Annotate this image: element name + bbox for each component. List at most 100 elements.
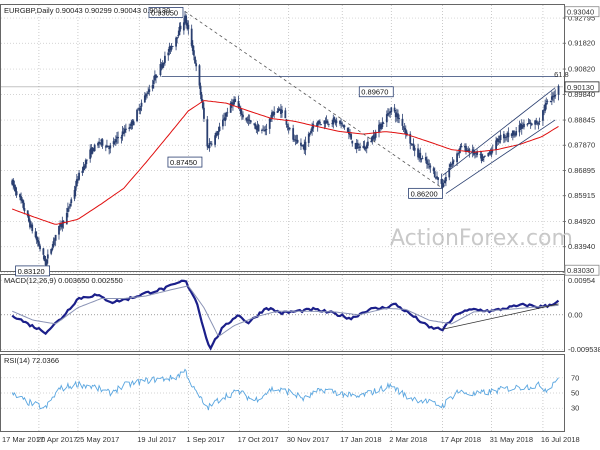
- candle-body: [362, 145, 365, 149]
- candle-body: [74, 186, 77, 191]
- candle-body: [81, 170, 84, 173]
- trend-line: [445, 119, 556, 194]
- candle-body: [370, 140, 373, 143]
- candle-body: [279, 109, 282, 114]
- candle-body: [343, 125, 346, 128]
- candle-body: [458, 148, 461, 154]
- candle-body: [476, 151, 479, 155]
- price-flag-label: 0.90130: [567, 83, 594, 92]
- candle-body: [437, 177, 440, 180]
- candle-body: [536, 122, 539, 124]
- candle-body: [530, 123, 533, 125]
- candle-body: [554, 94, 557, 97]
- candle-body: [436, 176, 438, 179]
- candle-body: [499, 134, 502, 141]
- key-level-label: 0.87450: [170, 158, 197, 167]
- x-tick-label: 17 Jan 2018: [340, 435, 381, 444]
- candle-body: [195, 63, 198, 67]
- candle-body: [89, 149, 92, 159]
- candle-body: [284, 110, 287, 119]
- candle-body: [108, 147, 111, 150]
- candle-body: [160, 64, 163, 68]
- candle-body: [206, 119, 209, 147]
- key-level-box: [408, 187, 443, 199]
- y-tick-label: 0.84920: [568, 217, 595, 226]
- candle-body: [281, 109, 283, 113]
- candle-body: [428, 163, 431, 165]
- candle-body: [14, 186, 17, 192]
- candle-body: [440, 179, 443, 184]
- candle-body: [170, 46, 173, 50]
- candle-body: [208, 143, 211, 149]
- candle-body: [93, 144, 96, 152]
- candle-body: [273, 111, 276, 115]
- candle-body: [497, 138, 500, 142]
- candle-body: [481, 158, 484, 161]
- candle-body: [59, 223, 61, 227]
- candle-body: [215, 132, 218, 137]
- candle-body: [410, 143, 413, 145]
- candle-body: [418, 153, 421, 158]
- candle-body: [503, 133, 505, 139]
- candle-body: [177, 34, 180, 37]
- candle-body: [380, 126, 383, 129]
- candle-body: [147, 92, 150, 94]
- price-layer: 0.93050 0.87450 0.89670 0.86200 0.83120 61.8: [11, 7, 569, 277]
- candle-body: [403, 127, 406, 130]
- candle-body: [159, 64, 162, 76]
- candle-body: [261, 130, 263, 131]
- macd-layer: [11, 279, 560, 351]
- candle-body: [50, 248, 53, 254]
- candle-body: [182, 22, 185, 31]
- candle-body: [162, 62, 165, 65]
- candle-body: [277, 108, 280, 111]
- candle-body: [217, 131, 220, 135]
- candle-body: [253, 123, 256, 125]
- candle-body: [136, 109, 138, 122]
- candle-body: [510, 133, 513, 136]
- candle-body: [129, 126, 132, 128]
- candle-body: [179, 25, 182, 30]
- trend-line: [442, 87, 556, 176]
- candle-body: [34, 231, 37, 238]
- key-level-label: 0.86200: [411, 189, 438, 198]
- candle-body: [514, 134, 516, 136]
- candle-body: [480, 154, 483, 162]
- candle-body: [557, 85, 560, 95]
- fib-label: 61.8: [554, 70, 569, 79]
- panel-frames: [0, 4, 565, 432]
- candle-body: [489, 151, 492, 155]
- candle-body: [401, 118, 404, 126]
- candle-body: [169, 45, 172, 50]
- candle-body: [120, 136, 123, 139]
- candle-body: [479, 154, 482, 156]
- candle-body: [326, 121, 329, 124]
- candle-body: [505, 136, 508, 138]
- candle-body: [506, 136, 509, 138]
- candle-body: [287, 127, 290, 130]
- y-tick-label: 0.92795: [568, 14, 595, 23]
- trend-line: [184, 11, 443, 189]
- candle-body: [549, 101, 552, 103]
- candle-body: [295, 140, 298, 141]
- candle-body: [138, 108, 141, 111]
- candle-body: [285, 119, 288, 125]
- candle-body: [26, 210, 29, 217]
- candle-body: [199, 85, 202, 95]
- candle-body: [22, 200, 25, 208]
- candle-body: [301, 145, 303, 146]
- candle-body: [255, 128, 258, 129]
- y-tick-label: 0.86895: [568, 166, 595, 175]
- candle-body: [389, 111, 392, 114]
- candle-body: [239, 108, 242, 114]
- candle-body: [426, 160, 428, 165]
- key-level-box: [15, 265, 51, 277]
- candle-body: [339, 120, 341, 124]
- candle-body: [385, 114, 388, 123]
- candle-body: [198, 65, 201, 86]
- candle-body: [441, 182, 444, 188]
- candle-body: [537, 123, 540, 124]
- key-level-box: [167, 156, 203, 168]
- candle-body: [409, 133, 412, 144]
